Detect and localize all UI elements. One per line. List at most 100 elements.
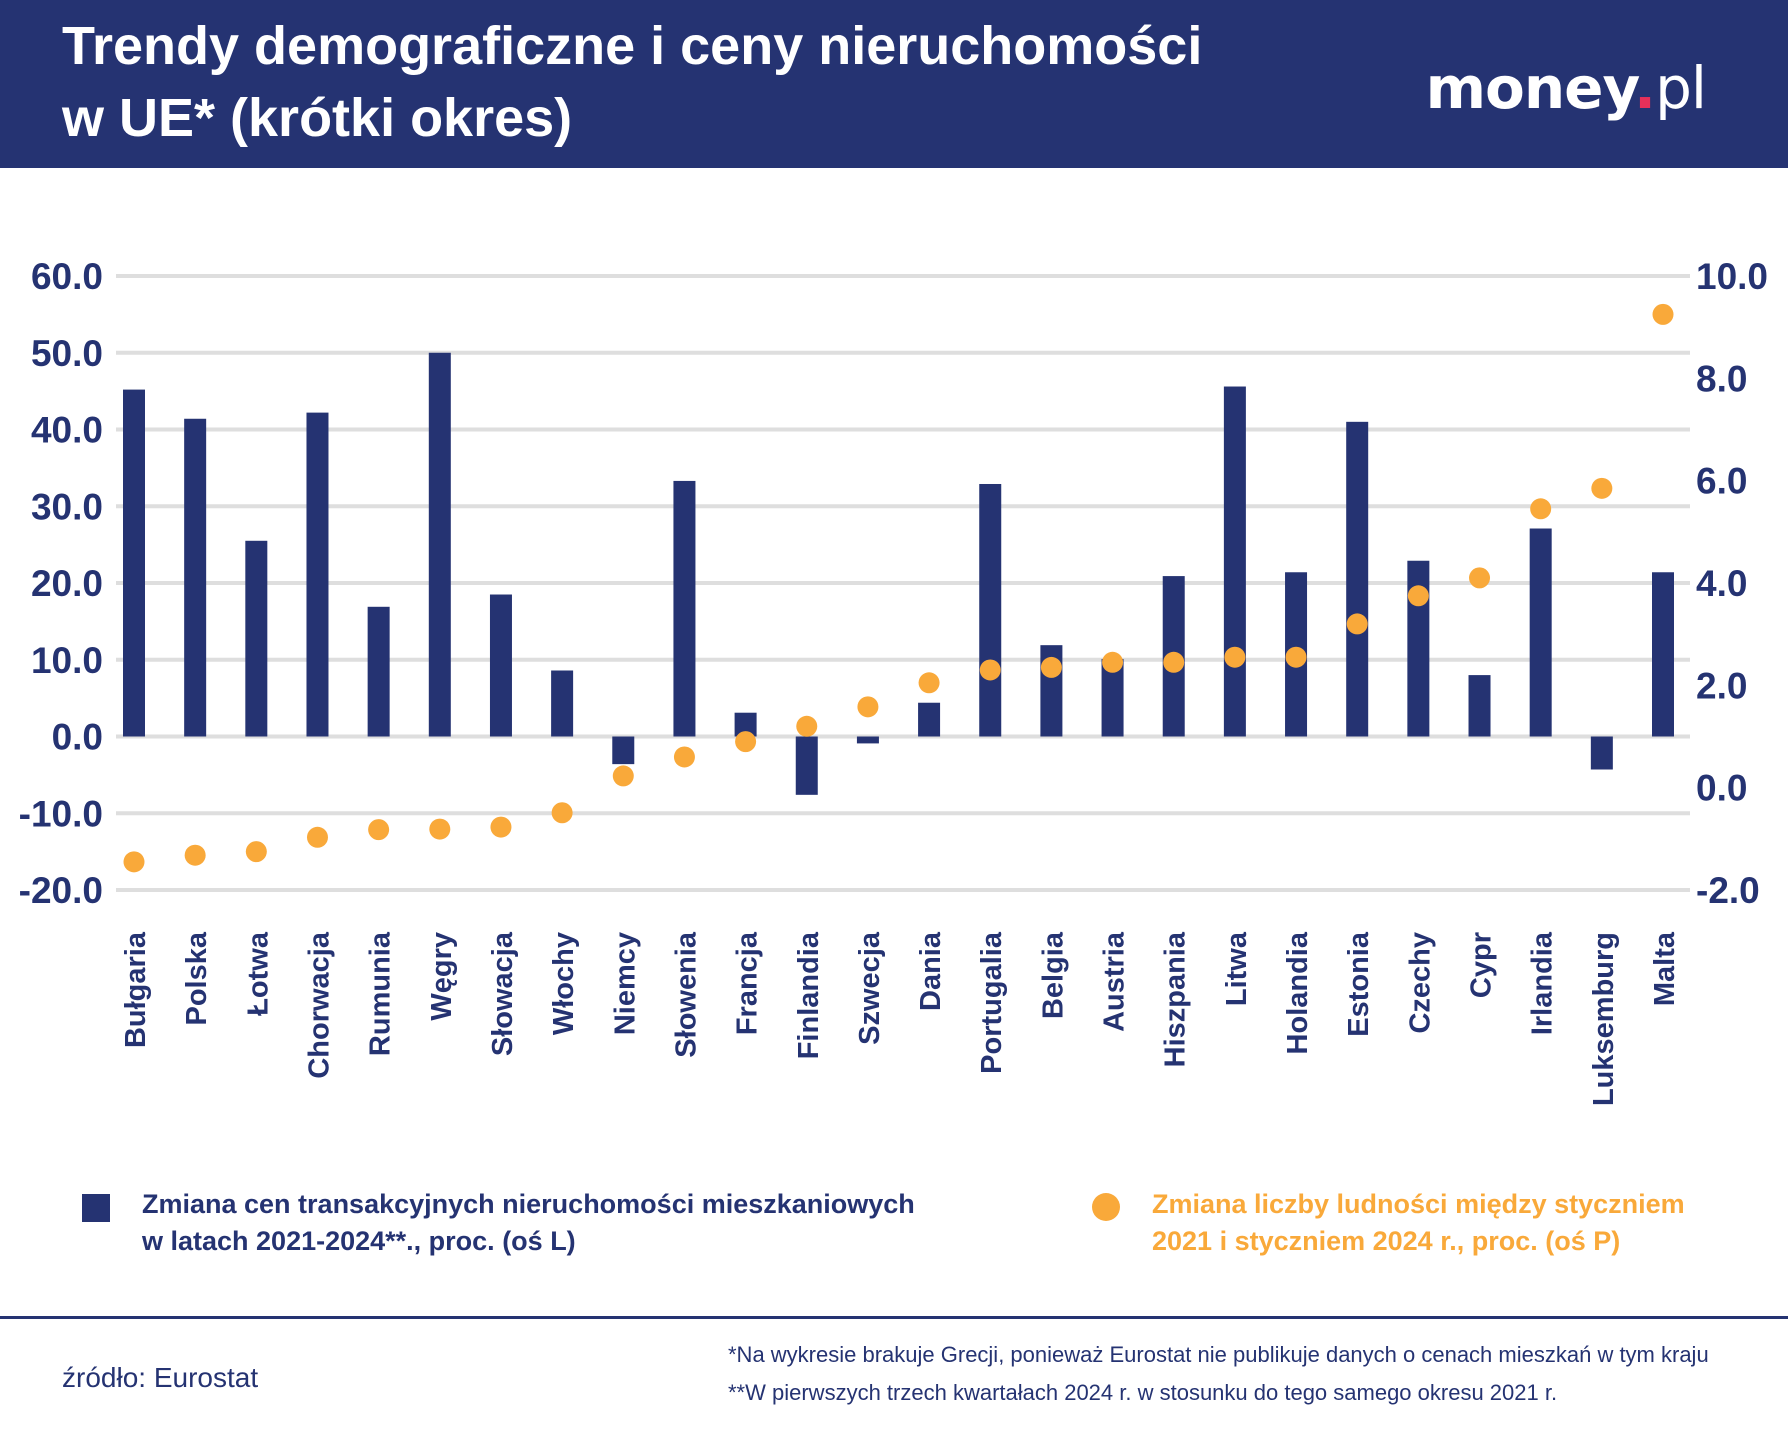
bar xyxy=(918,702,941,737)
dot-point xyxy=(1285,646,1307,668)
bar xyxy=(979,483,1002,737)
grid-lines xyxy=(116,274,1690,892)
chart-title-line1: Trendy demograficzne i ceny nieruchomośc… xyxy=(62,16,1203,76)
dot-point xyxy=(1407,585,1429,607)
bar xyxy=(367,606,390,737)
category-label: Irlandia xyxy=(1527,931,1559,1035)
bar xyxy=(1529,528,1552,737)
right-tick-label: 10.0 xyxy=(1696,256,1768,297)
left-tick-label: 60.0 xyxy=(31,256,103,297)
category-label: Chorwacja xyxy=(303,931,335,1079)
bar xyxy=(856,736,879,744)
right-tick-label: 4.0 xyxy=(1696,563,1747,604)
category-labels: Bułgaria Polska Łotwa Chorwacja Rumunia Węgry… xyxy=(120,931,1681,1106)
bar xyxy=(245,540,268,737)
dot-point xyxy=(184,844,206,866)
legend-dots-line1: Zmiana liczby ludności między styczniem xyxy=(1152,1189,1685,1219)
dot-point xyxy=(1530,498,1552,520)
dot-point xyxy=(306,826,328,848)
category-label: Polska xyxy=(181,931,213,1025)
dot-point xyxy=(1346,613,1368,635)
dot-point xyxy=(857,696,879,718)
left-tick-label: 0.0 xyxy=(52,717,103,758)
legend-dots-text: Zmiana liczby ludności między styczniem … xyxy=(1152,1186,1782,1260)
dot-point xyxy=(1163,651,1185,673)
bar xyxy=(428,352,451,737)
right-tick-label: 6.0 xyxy=(1696,461,1747,502)
category-label: Finlandia xyxy=(793,931,825,1059)
chart-title-line2: w UE* (krótki okres) xyxy=(62,88,573,148)
bar xyxy=(1346,421,1369,737)
bar xyxy=(612,736,635,765)
legend-bar-swatch xyxy=(82,1194,110,1222)
category-label: Szwecja xyxy=(854,931,886,1045)
dot-point xyxy=(490,816,512,838)
category-label: Litwa xyxy=(1221,931,1253,1006)
left-axis-ticks: 60.0 50.0 40.0 30.0 20.0 10.0 0.0 -10.0 -20.0 xyxy=(19,256,103,911)
right-tick-label: 2.0 xyxy=(1696,665,1747,706)
category-label: Niemcy xyxy=(609,932,641,1035)
category-label: Portugalia xyxy=(976,931,1008,1074)
bar xyxy=(306,412,329,737)
left-tick-label: -20.0 xyxy=(19,870,103,911)
category-label: Słowacja xyxy=(487,931,519,1056)
dot-series xyxy=(123,303,1674,873)
left-tick-label: -10.0 xyxy=(19,793,103,834)
dot-point xyxy=(735,731,757,753)
money-pl-logo: money.pl xyxy=(1425,54,1707,122)
bar-series xyxy=(123,352,1674,795)
category-label: Łotwa xyxy=(242,931,274,1016)
left-tick-label: 20.0 xyxy=(31,563,103,604)
logo-main: money xyxy=(1425,54,1635,122)
source-text: źródło: Eurostat xyxy=(62,1362,259,1393)
dot-point xyxy=(368,819,390,841)
logo-dot: . xyxy=(1634,54,1656,122)
dot-point xyxy=(429,818,451,840)
dot-point xyxy=(1652,303,1674,325)
left-tick-label: 30.0 xyxy=(31,486,103,527)
category-label: Francja xyxy=(732,931,764,1035)
dot-point xyxy=(673,746,695,768)
footnote-1: *Na wykresie brakuje Grecji, ponieważ Eu… xyxy=(728,1342,1709,1367)
category-label: Dania xyxy=(915,931,947,1011)
category-label: Holandia xyxy=(1282,931,1314,1054)
left-tick-label: 40.0 xyxy=(31,410,103,451)
bar xyxy=(673,480,696,737)
left-tick-label: 50.0 xyxy=(31,333,103,374)
bar xyxy=(734,712,757,737)
dot-point xyxy=(1469,567,1491,589)
dot-point xyxy=(1224,646,1246,668)
right-tick-label: -2.0 xyxy=(1696,870,1760,911)
bar xyxy=(1101,658,1124,737)
dot-point xyxy=(918,672,940,694)
dot-point xyxy=(551,802,573,824)
bar xyxy=(1223,386,1246,737)
legend-bars-line1: Zmiana cen transakcyjnych nieruchomości … xyxy=(142,1189,915,1219)
bar xyxy=(123,389,145,737)
right-tick-label: 8.0 xyxy=(1696,358,1747,399)
chart-title: Trendy demograficzne i ceny nieruchomośc… xyxy=(62,10,1202,154)
category-label: Słowenia xyxy=(670,931,702,1058)
category-label: Estonia xyxy=(1343,931,1375,1037)
dot-point xyxy=(1102,651,1124,673)
category-label: Luksemburg xyxy=(1588,932,1620,1106)
category-label: Belgia xyxy=(1037,931,1069,1019)
dot-point xyxy=(979,659,1001,681)
bar xyxy=(1468,675,1491,737)
legend-bars-line2: w latach 2021-2024**., proc. (oś L) xyxy=(142,1226,576,1256)
dot-point xyxy=(245,841,267,863)
legend-dot-swatch xyxy=(1092,1193,1120,1221)
dot-point xyxy=(1040,656,1062,678)
bar xyxy=(551,670,574,737)
legend-bars-text: Zmiana cen transakcyjnych nieruchomości … xyxy=(142,1186,982,1260)
category-label: Węgry xyxy=(426,932,458,1021)
category-label: Cypr xyxy=(1466,932,1498,998)
footer-divider xyxy=(0,1316,1788,1319)
header-banner: Trendy demograficzne i ceny nieruchomośc… xyxy=(0,0,1788,168)
right-tick-label: 0.0 xyxy=(1696,768,1747,809)
dot-point xyxy=(612,765,634,787)
category-label: Bułgaria xyxy=(120,931,152,1048)
category-label: Rumunia xyxy=(365,931,397,1056)
category-label: Czechy xyxy=(1404,932,1436,1034)
footnote-2: **W pierwszych trzech kwartałach 2024 r.… xyxy=(728,1380,1558,1405)
